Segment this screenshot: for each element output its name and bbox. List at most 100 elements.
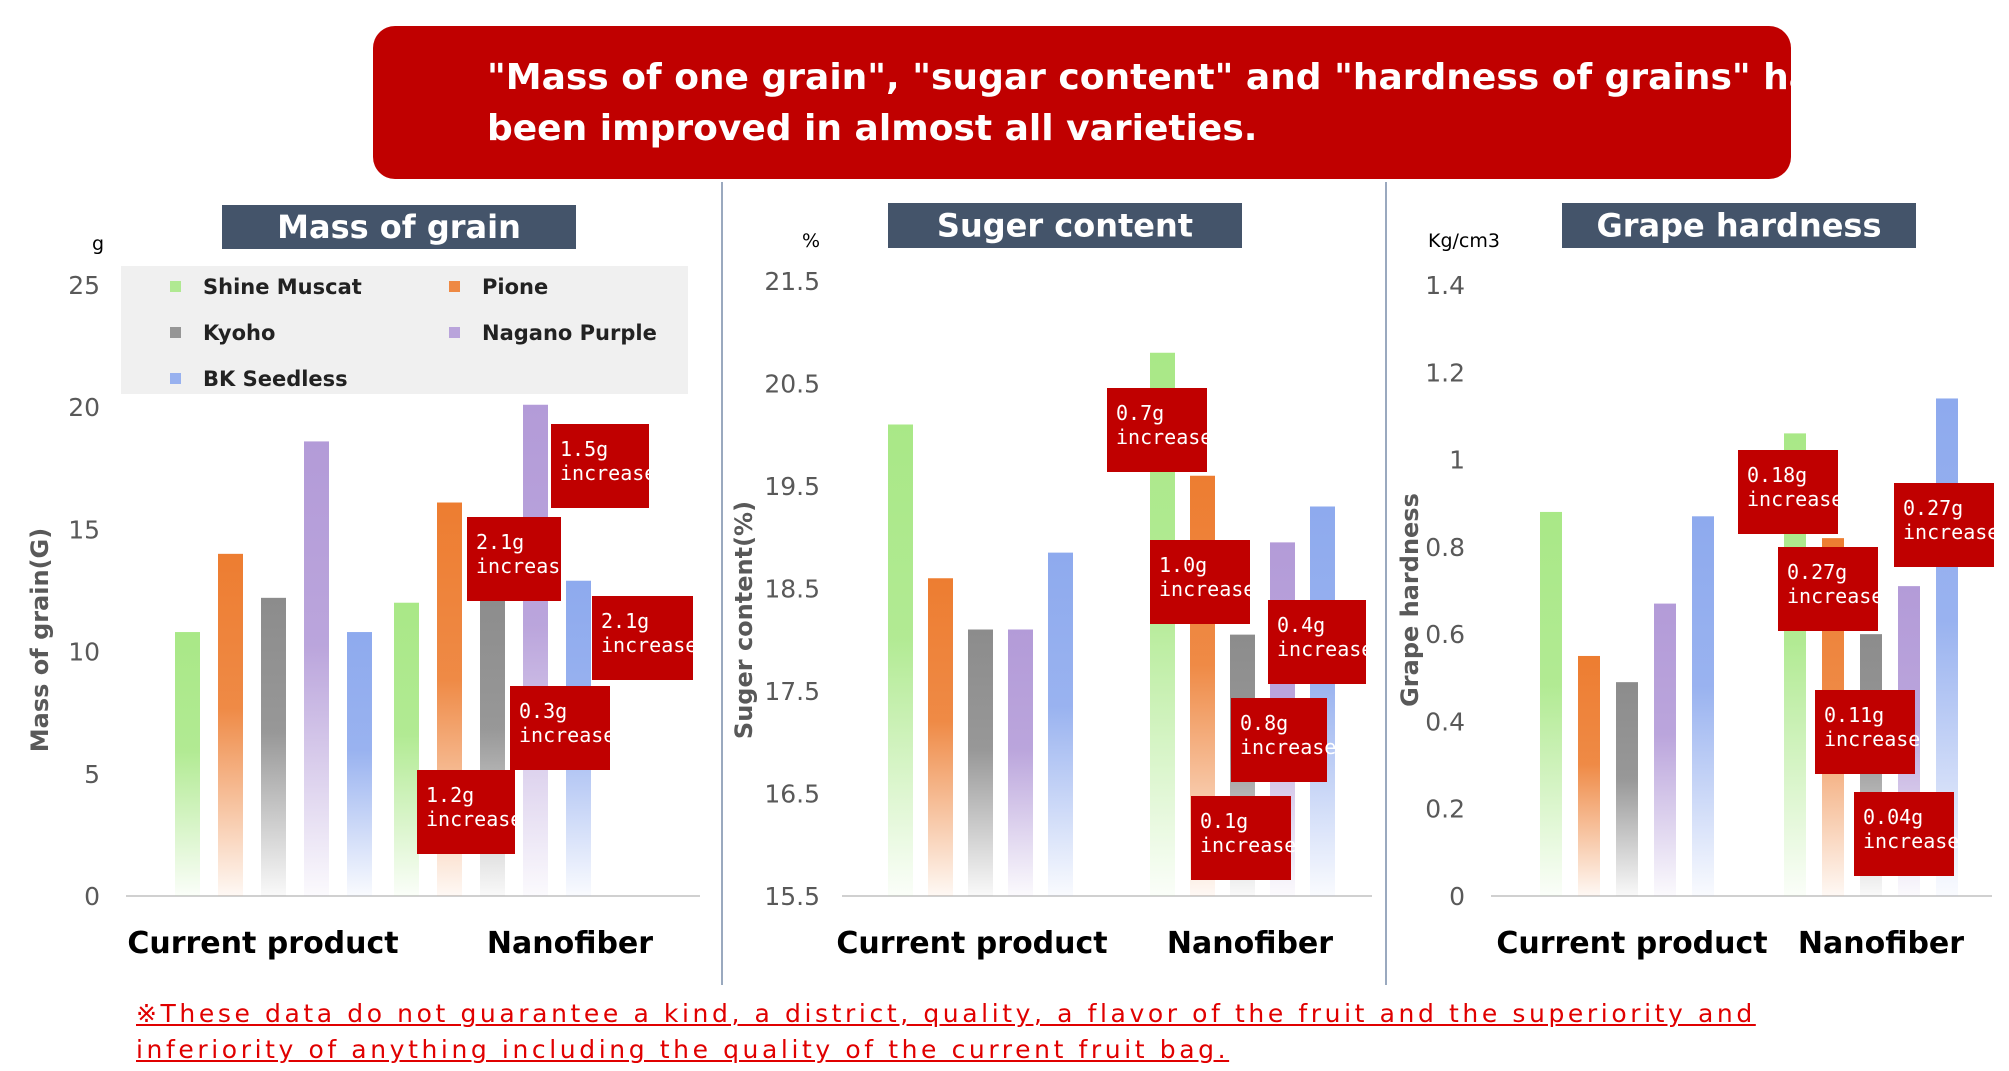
category-label-nanofiber: Nanofiber	[487, 926, 653, 961]
y-tick-label: 0	[1449, 882, 1465, 911]
bar-pione-current-product	[1578, 655, 1600, 896]
y-tick-label: 15	[68, 515, 100, 544]
callout-amount: 0.11g	[1824, 703, 1884, 727]
y-tick-label: 19.5	[764, 472, 820, 501]
bar-bk-seedless-current-product	[347, 632, 372, 896]
headline-line-1: "Mass of one grain", "sugar content" and…	[487, 57, 1861, 98]
bar-bk-seedless-current-product	[1048, 552, 1073, 896]
legend-swatch	[170, 327, 181, 338]
callout-word: increase	[1116, 425, 1212, 449]
callout-amount: 0.27g	[1787, 560, 1847, 584]
callout-box	[592, 596, 693, 680]
y-tick-label: 18.5	[764, 575, 820, 604]
bar-shine-muscat-nanofiber	[394, 602, 419, 896]
bar-pione-current-product	[218, 553, 243, 896]
category-label-nanofiber: Nanofiber	[1798, 926, 1964, 961]
callout-box	[417, 770, 515, 854]
callout-box	[1191, 796, 1291, 880]
y-axis-label: Mass of grain(G)	[26, 528, 54, 752]
legend-swatch	[170, 281, 181, 292]
bar-nagano-purple-current-product	[1654, 603, 1676, 896]
y-tick-label: 0.2	[1425, 795, 1465, 824]
legend-label: Shine Muscat	[203, 275, 362, 299]
y-tick-label: 16.5	[764, 780, 820, 809]
callout-amount: 0.3g	[519, 699, 567, 723]
legend-background	[121, 266, 688, 394]
category-label-current-product: Current product	[836, 926, 1107, 961]
disclaimer-line-2: inferiority of anything including the qu…	[136, 1035, 1230, 1064]
callout-box	[1150, 540, 1250, 624]
callout-amount: 1.0g	[1159, 553, 1207, 577]
chart-title-box	[1562, 203, 1916, 248]
y-tick-label: 0.8	[1425, 533, 1465, 562]
bar-bk-seedless-current-product	[1692, 516, 1714, 896]
y-tick-label: 21.5	[764, 267, 820, 296]
callout-word: increase	[1200, 833, 1296, 857]
callout-amount: 0.7g	[1116, 401, 1164, 425]
legend-label: BK Seedless	[203, 367, 348, 391]
bar-kyoho-current-product	[261, 597, 286, 896]
y-tick-label: 0.6	[1425, 620, 1465, 649]
chart-title-box	[222, 205, 576, 249]
callout-amount: 0.27g	[1903, 496, 1963, 520]
bar-shine-muscat-current-product	[175, 632, 200, 896]
y-tick-label: 1.2	[1425, 358, 1465, 387]
category-label-nanofiber: Nanofiber	[1167, 926, 1333, 961]
callout-word: increase	[1747, 487, 1843, 511]
legend-label: Nagano Purple	[482, 321, 657, 345]
bar-kyoho-current-product	[968, 629, 993, 896]
callout-amount: 1.2g	[426, 783, 474, 807]
y-tick-label: 0.4	[1425, 707, 1465, 736]
category-label-current-product: Current product	[127, 926, 398, 961]
category-label-current-product: Current product	[1496, 926, 1767, 961]
bar-nagano-purple-nanofiber	[523, 404, 548, 896]
callout-box	[467, 517, 561, 601]
chart-panel-mass-of-grain: Mass of grain g Mass of grain(G) 0 5 10 15 20 25…	[26, 205, 700, 961]
chart-title-box	[888, 203, 1242, 248]
chart-panel-suger-content: Suger content% Suger content(%) 15.5 16.5 17…	[730, 203, 1373, 961]
y-tick-label: 10	[68, 638, 100, 667]
callout-amount: 0.1g	[1200, 809, 1248, 833]
chart-panel-grape-hardness: Grape hardness Kg/cm3 Grape hardness 0 0.2 0.…	[1396, 203, 1999, 961]
y-tick-label: 20	[68, 393, 100, 422]
callout-box	[1815, 690, 1915, 774]
y-axis-label: Grape hardness	[1396, 493, 1424, 707]
y-tick-label: 20.5	[764, 370, 820, 399]
bar-nagano-purple-current-product	[1008, 629, 1033, 896]
chart-title: Grape hardness	[1596, 207, 1881, 245]
legend-label: Kyoho	[203, 321, 275, 345]
callout-word: increase	[476, 554, 572, 578]
legend-item-nagano-purple: Nagano Purple	[449, 321, 657, 345]
callout-box	[1854, 792, 1954, 876]
callout-amount: 1.5g	[560, 437, 608, 461]
callout-box	[1894, 483, 1994, 567]
callout-box	[551, 424, 649, 508]
callout-word: increase	[560, 461, 656, 485]
callout-word: increase	[1903, 520, 1999, 544]
callout-box	[1738, 450, 1838, 534]
legend: Shine Muscat Pione Kyoho Nagano Purple BK Se…	[121, 266, 688, 394]
callout-box	[510, 686, 610, 770]
callout-amount: 0.04g	[1863, 805, 1923, 829]
bar-shine-muscat-current-product	[1540, 511, 1562, 896]
disclaimer-line-1: ※These data do not guarantee a kind, a d…	[136, 999, 1756, 1028]
legend-item-kyoho: Kyoho	[170, 321, 275, 345]
y-tick-label: 17.5	[764, 677, 820, 706]
callout-word: increase	[1159, 577, 1255, 601]
bar-nagano-purple-current-product	[304, 441, 329, 896]
y-unit-label: %	[802, 230, 820, 252]
y-tick-label: 5	[84, 760, 100, 789]
y-tick-label: 1	[1449, 446, 1465, 475]
chart-title: Suger content	[937, 207, 1193, 245]
y-tick-label: 15.5	[764, 882, 820, 911]
